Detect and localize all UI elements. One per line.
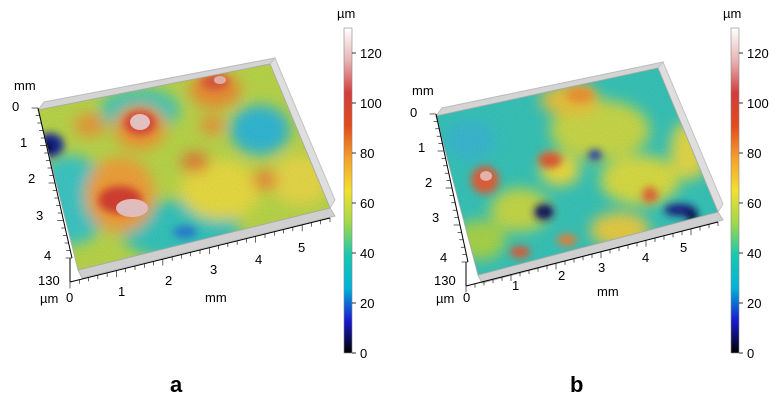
colorbar-b-tick-1: 20 xyxy=(747,296,761,311)
x-tick-b-0: 0 xyxy=(463,290,470,305)
y-axis-unit-b: mm xyxy=(412,83,434,98)
colorbar-a-tick-6: 120 xyxy=(360,46,382,61)
colorbar-a-tick-2: 40 xyxy=(360,246,374,261)
surface-plot-b xyxy=(429,61,724,293)
x-tick-a-5: 5 xyxy=(298,240,305,255)
colorbar-b-bar xyxy=(730,27,740,354)
y-tick-a-3: 3 xyxy=(36,208,43,223)
colorbar-b-tick-4: 80 xyxy=(747,146,761,161)
x-tick-b-4: 4 xyxy=(642,250,649,265)
x-tick-a-1: 1 xyxy=(118,284,125,299)
y-tick-a-1: 1 xyxy=(20,135,27,150)
y-tick-b-2: 2 xyxy=(425,175,432,190)
panel-label-a: a xyxy=(170,372,183,397)
surface-plot-a xyxy=(31,57,336,289)
peak-a1 xyxy=(116,199,148,217)
colorbar-b-tick-6: 120 xyxy=(747,46,769,61)
peak-b1 xyxy=(480,171,492,181)
colorbar-a-tick-1: 20 xyxy=(360,296,374,311)
y-axis-unit-a: mm xyxy=(14,78,36,93)
colorbar-a-tick-4: 80 xyxy=(360,146,374,161)
z-axis-unit-b: µm xyxy=(436,291,454,306)
x-tick-a-3: 3 xyxy=(210,262,217,277)
colorbar-a-tick-0: 0 xyxy=(360,346,367,361)
y-tick-b-0: 0 xyxy=(410,105,417,120)
z-tick-b: 130 xyxy=(434,273,456,288)
panel-label-b: b xyxy=(570,372,583,397)
x-tick-a-4: 4 xyxy=(255,252,262,267)
colorbar-b-tick-5: 100 xyxy=(747,96,769,111)
x-axis-unit-b: mm xyxy=(597,284,619,299)
colorbar-b-tick-2: 40 xyxy=(747,246,761,261)
axis-ticks-b xyxy=(429,113,719,293)
y-tick-a-0: 0 xyxy=(12,99,19,114)
colorbar-b-tick-3: 60 xyxy=(747,196,761,211)
colorbar-a: µm 0 20 40 60 80 100 120 xyxy=(337,6,382,361)
x-tick-b-2: 2 xyxy=(558,268,565,283)
colorbar-b-tick-0: 0 xyxy=(747,346,754,361)
colorbar-a-tick-5: 100 xyxy=(360,96,382,111)
colorbar-b-unit: µm xyxy=(723,6,741,21)
colorbar-a-tick-3: 60 xyxy=(360,196,374,211)
colorbar-b: µm 0 20 40 60 80 100 120 xyxy=(723,6,769,361)
x-axis-unit-a: mm xyxy=(205,290,227,305)
peak-a2 xyxy=(130,114,150,130)
colorbar-a-unit: µm xyxy=(337,6,355,21)
y-tick-a-4: 4 xyxy=(44,248,51,263)
x-tick-a-2: 2 xyxy=(165,273,172,288)
x-tick-b-3: 3 xyxy=(598,260,605,275)
y-tick-b-3: 3 xyxy=(432,210,439,225)
x-tick-b-1: 1 xyxy=(512,278,519,293)
z-tick-a: 130 xyxy=(38,273,60,288)
colorbar-a-bar xyxy=(343,27,353,354)
z-axis-unit-a: µm xyxy=(40,291,58,306)
y-tick-b-1: 1 xyxy=(418,140,425,155)
y-tick-a-2: 2 xyxy=(28,171,35,186)
y-tick-b-4: 4 xyxy=(440,250,447,265)
x-tick-b-5: 5 xyxy=(680,240,687,255)
axis-ticks-a xyxy=(31,107,331,289)
x-tick-a-0: 0 xyxy=(66,290,73,305)
